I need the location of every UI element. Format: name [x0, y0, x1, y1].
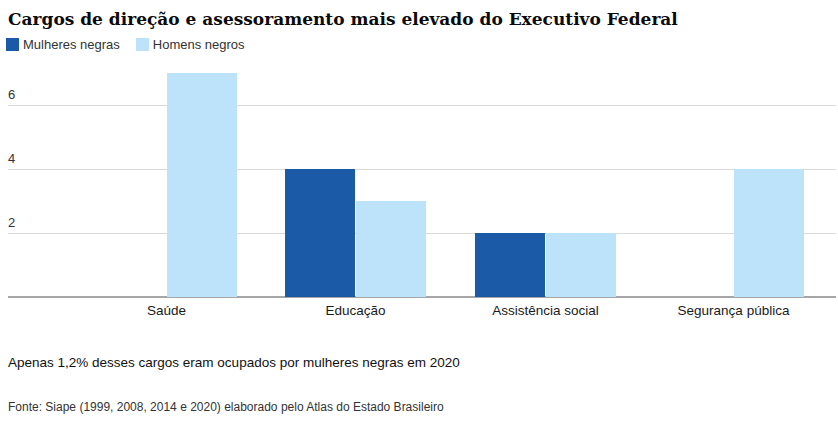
- bar-homens-negros-saude[interactable]: [167, 73, 237, 297]
- bar-homens-negros-seguranca-publica[interactable]: [734, 169, 804, 297]
- bar-mulheres-negras-educacao[interactable]: [285, 169, 355, 297]
- chart-source: Fonte: Siape (1999, 2008, 2014 e 2020) e…: [8, 400, 444, 414]
- bar-homens-negros-assistencia-social[interactable]: [546, 233, 616, 297]
- bar-homens-negros-educacao[interactable]: [356, 201, 426, 297]
- y-tick-label: 6: [8, 87, 15, 103]
- x-axis-label-seguranca-publica: Segurança pública: [678, 303, 790, 318]
- x-axis-label-educacao: Educação: [325, 303, 385, 318]
- y-tick-label: 4: [8, 151, 15, 167]
- bar-mulheres-negras-assistencia-social[interactable]: [475, 233, 545, 297]
- chart-note: Apenas 1,2% desses cargos eram ocupados …: [8, 355, 460, 370]
- chart-card: Cargos de direção e asessoramento mais e…: [0, 0, 838, 426]
- y-tick-label: 2: [8, 215, 15, 231]
- x-axis-label-assistencia-social: Assistência social: [492, 303, 599, 318]
- x-axis-label-saude: Saúde: [147, 303, 186, 318]
- y-gridline: [8, 105, 836, 106]
- y-gridline: [8, 169, 836, 170]
